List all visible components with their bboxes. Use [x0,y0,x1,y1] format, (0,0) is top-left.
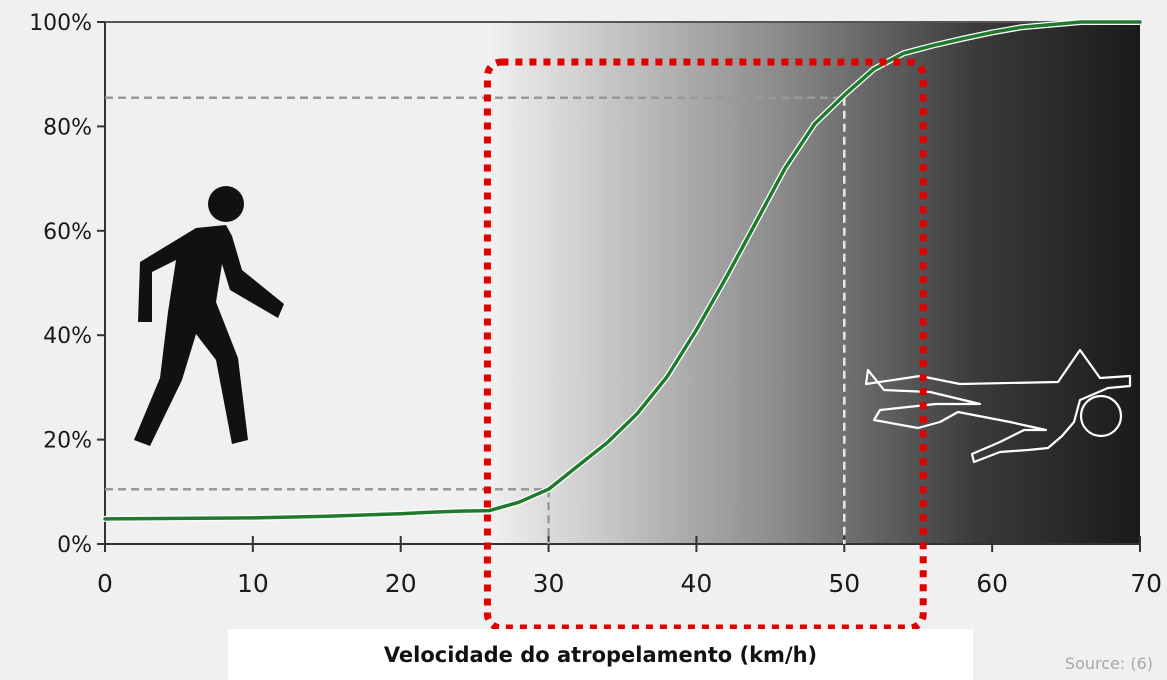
x-axis-label-box: Velocidade do atropelamento (km/h) [228,629,973,680]
gradient-band [489,22,1140,544]
y-tick-label: 20% [43,429,92,454]
y-tick-label: 100% [29,11,92,36]
y-tick-label: 40% [43,324,92,349]
x-tick-label: 70 [1130,569,1162,598]
x-axis-label: Velocidade do atropelamento (km/h) [383,642,818,667]
y-tick-label: 0% [57,533,92,558]
series-line [103,20,1142,521]
y-axis-ticks: 0% 20% 40% 60% 80% 100% [29,11,105,558]
y-tick-label: 60% [43,220,92,245]
walking-pedestrian-icon [134,186,284,446]
x-tick-label: 20 [385,569,417,598]
x-axis-ticks: 0 10 20 30 40 50 60 70 [97,536,1162,598]
x-tick-label: 0 [97,569,113,598]
x-tick-label: 10 [237,569,269,598]
body-outline-icon [864,348,1132,464]
reference-lines [105,96,846,544]
source-note: Source: (6) [1064,654,1153,673]
x-tick-label: 50 [828,569,860,598]
highlight-dotted-box [483,58,927,632]
x-tick-label: 40 [681,569,713,598]
x-tick-label: 30 [533,569,565,598]
series-layer [102,19,1143,522]
x-tick-label: 60 [976,569,1008,598]
y-tick-label: 80% [43,115,92,140]
